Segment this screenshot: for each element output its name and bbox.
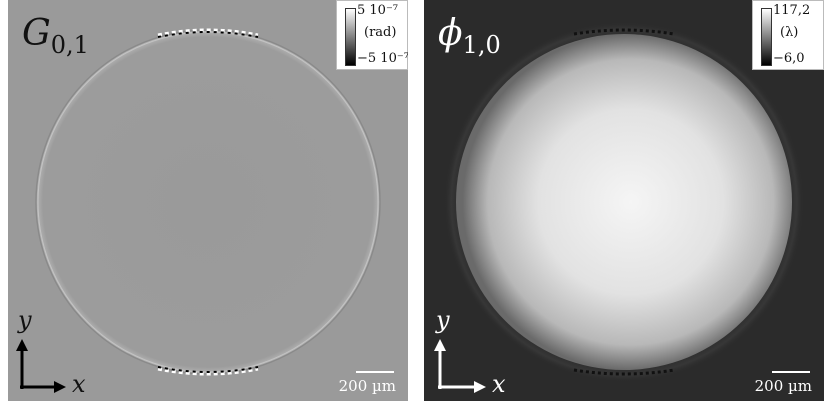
right-panel-phi10: ϕ1,0 117,2 (λ) −6,0 y x 200 µm xyxy=(424,0,824,401)
colorbar-unit: (λ) xyxy=(780,25,799,40)
colorbar-g01: 5 10⁻⁷ (rad) −5 10⁻⁷ xyxy=(336,0,408,70)
axis-x-label: x xyxy=(492,370,506,398)
colorbar-phi10: 117,2 (λ) −6,0 xyxy=(752,0,824,70)
axis-x-label: x xyxy=(72,370,86,398)
scale-bar-label: 200 µm xyxy=(754,377,812,395)
colorbar-max: 117,2 xyxy=(773,3,811,18)
axis-y-label: y xyxy=(436,306,450,334)
axis-y-label: y xyxy=(18,306,32,334)
colorbar-gradient xyxy=(761,8,772,66)
colorbar-gradient xyxy=(345,8,356,66)
colorbar-unit: (rad) xyxy=(364,25,397,40)
scale-bar xyxy=(356,371,394,373)
colorbar-max: 5 10⁻⁷ xyxy=(357,3,399,18)
colorbar-min: −6,0 xyxy=(773,51,805,66)
panel-title-g01: G0,1 xyxy=(22,13,89,60)
left-panel-g01: G0,1 5 10⁻⁷ (rad) −5 10⁻⁷ y x 200 µm xyxy=(8,0,408,401)
scale-bar xyxy=(772,371,810,373)
colorbar-min: −5 10⁻⁷ xyxy=(357,51,408,66)
circle-image-phi10 xyxy=(434,22,804,393)
circle-image-g01 xyxy=(16,28,381,393)
panel-title-phi10: ϕ1,0 xyxy=(438,13,501,60)
scale-bar-label: 200 µm xyxy=(338,377,396,395)
